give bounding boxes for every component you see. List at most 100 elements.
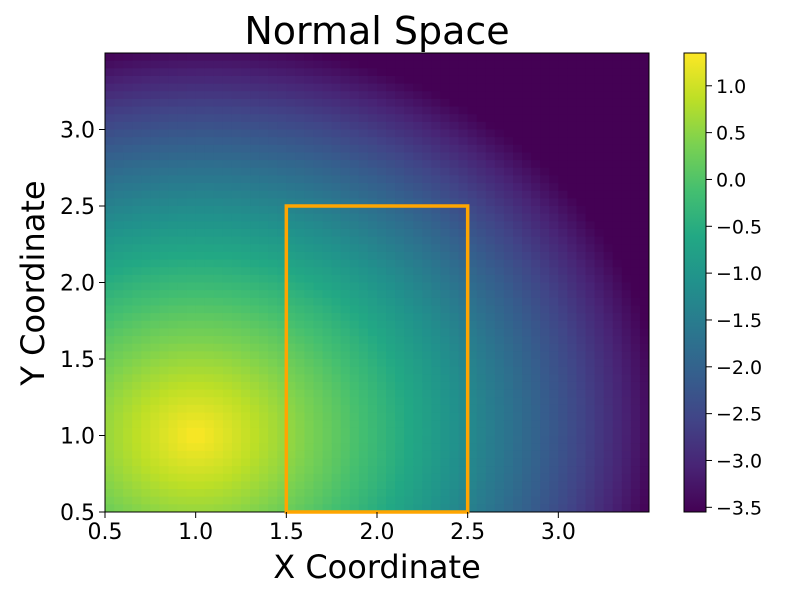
heatmap-cell: [241, 489, 251, 498]
heatmap-cell: [494, 60, 505, 69]
heatmap-cell: [105, 328, 115, 337]
heatmap-cell: [431, 98, 442, 108]
heatmap-cell: [304, 167, 315, 176]
heatmap-cell: [340, 236, 351, 245]
heatmap-cell: [603, 443, 614, 452]
heatmap-cell: [612, 397, 623, 406]
heatmap-cell: [168, 221, 179, 230]
heatmap-cell: [377, 458, 387, 467]
heatmap-cell: [105, 221, 115, 230]
heatmap-cell: [558, 236, 568, 245]
heatmap-cell: [377, 412, 387, 421]
heatmap-cell: [639, 83, 649, 92]
heatmap-cell: [331, 251, 342, 261]
heatmap-cell: [277, 496, 287, 505]
heatmap-cell: [395, 473, 405, 482]
heatmap-cell: [340, 496, 351, 505]
heatmap-cell: [150, 221, 160, 230]
heatmap-cell: [603, 98, 614, 108]
heatmap-cell: [449, 420, 460, 429]
heatmap-cell: [386, 420, 396, 429]
heatmap-cell: [531, 351, 541, 360]
heatmap-cell: [531, 106, 541, 115]
heatmap-cell: [404, 228, 414, 238]
heatmap-cell: [422, 213, 432, 222]
heatmap-cell: [295, 359, 306, 368]
heatmap-cell: [231, 251, 242, 261]
heatmap-cell: [594, 259, 605, 268]
heatmap-cell: [259, 443, 269, 452]
heatmap-cell: [204, 91, 215, 100]
heatmap-cell: [585, 206, 596, 215]
heatmap-cell: [576, 144, 587, 154]
heatmap-cell: [241, 75, 251, 85]
heatmap-cell: [367, 420, 378, 429]
heatmap-cell: [467, 297, 478, 307]
heatmap-cell: [458, 190, 469, 199]
heatmap-cell: [485, 160, 496, 169]
heatmap-cell: [250, 282, 260, 291]
heatmap-cell: [268, 489, 278, 498]
heatmap-cell: [222, 458, 233, 467]
heatmap-cell: [522, 381, 532, 391]
heatmap-cell: [259, 75, 269, 85]
heatmap-cell: [440, 397, 451, 406]
heatmap-cell: [576, 366, 587, 375]
heatmap-cell: [458, 389, 469, 398]
heatmap-cell: [250, 60, 260, 69]
heatmap-cell: [621, 228, 632, 238]
heatmap-cell: [485, 496, 496, 505]
heatmap-cell: [349, 427, 360, 437]
heatmap-cell: [386, 473, 396, 482]
heatmap-cell: [413, 336, 423, 345]
heatmap-cell: [603, 221, 614, 230]
heatmap-cell: [213, 320, 224, 329]
heatmap-cell: [386, 175, 396, 184]
heatmap-cell: [431, 190, 442, 199]
heatmap-cell: [603, 53, 614, 62]
heatmap-cell: [213, 129, 224, 138]
heatmap-cell: [186, 91, 197, 100]
heatmap-cell: [222, 121, 233, 131]
heatmap-cell: [603, 75, 614, 85]
heatmap-cell: [358, 290, 369, 299]
heatmap-cell: [259, 305, 269, 314]
heatmap-cell: [150, 412, 160, 421]
heatmap-cell: [222, 450, 233, 460]
heatmap-cell: [268, 144, 278, 154]
heatmap-cell: [322, 374, 333, 383]
heatmap-cell: [186, 420, 197, 429]
heatmap-cell: [313, 504, 324, 512]
heatmap-cell: [485, 137, 496, 146]
heatmap-cell: [540, 374, 550, 383]
heatmap-cell: [123, 420, 133, 429]
heatmap-cell: [367, 221, 378, 230]
heatmap-cell: [458, 320, 469, 329]
heatmap-cell: [449, 381, 460, 391]
heatmap-cell: [503, 221, 514, 230]
heatmap-cell: [313, 290, 324, 299]
heatmap-cell: [494, 274, 505, 284]
heatmap-cell: [503, 60, 514, 69]
heatmap-cell: [558, 259, 568, 268]
heatmap-cell: [132, 381, 142, 391]
heatmap-cell: [195, 435, 206, 444]
heatmap-cell: [422, 450, 432, 460]
heatmap-cell: [513, 481, 523, 490]
heatmap-cell: [295, 343, 306, 352]
heatmap-cell: [639, 213, 649, 222]
heatmap-cell: [431, 198, 442, 207]
heatmap-cell: [630, 366, 641, 375]
heatmap-cell: [386, 137, 396, 146]
heatmap-cell: [404, 336, 414, 345]
heatmap-cell: [522, 244, 532, 253]
heatmap-cell: [503, 75, 514, 85]
heatmap-cell: [268, 343, 278, 352]
heatmap-cell: [195, 137, 206, 146]
heatmap-cell: [168, 297, 179, 307]
heatmap-cell: [440, 435, 451, 444]
heatmap-cell: [377, 75, 387, 85]
heatmap-cell: [132, 236, 142, 245]
heatmap-cell: [259, 259, 269, 268]
heatmap-cell: [558, 274, 568, 284]
